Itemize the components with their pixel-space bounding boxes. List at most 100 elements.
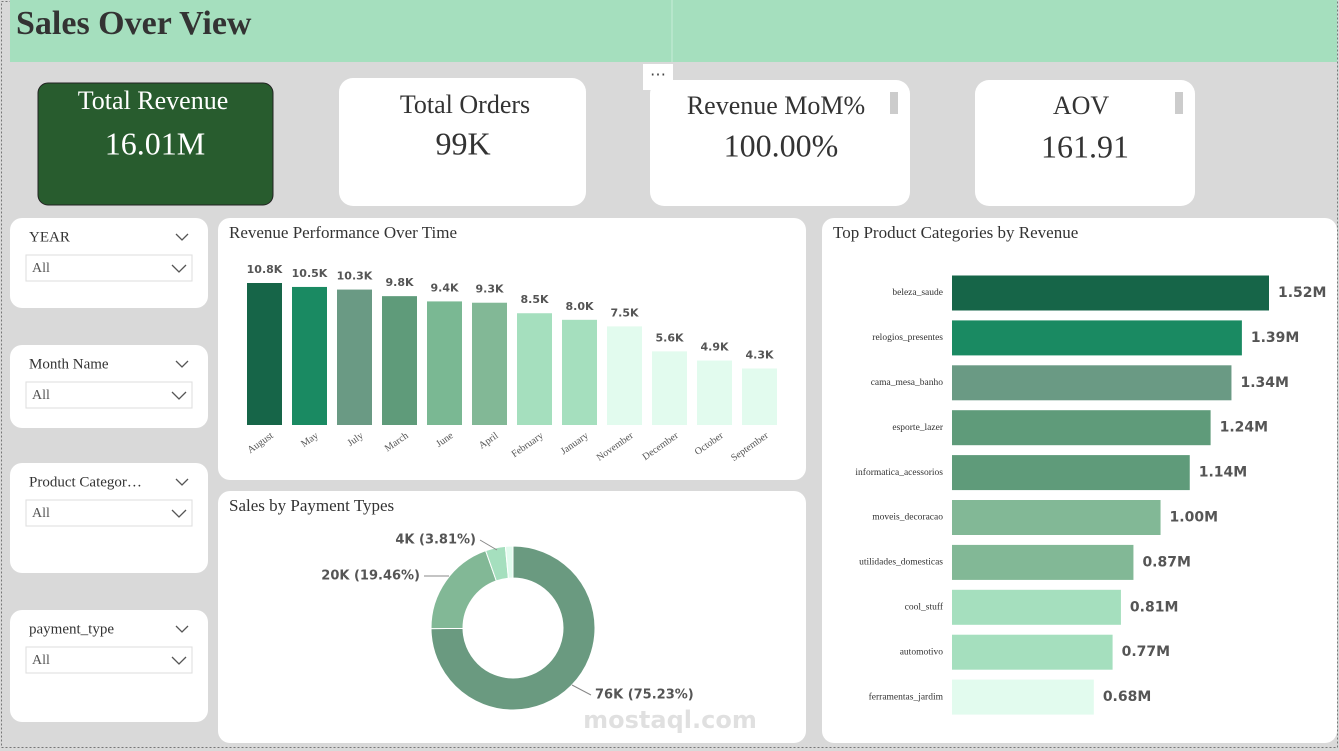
category-label: informatica_acessorios [855,467,943,478]
chevron [171,656,187,665]
value-label: 4.3K [745,348,773,361]
bar [697,360,732,425]
kpi-label: Revenue MoM% [687,91,865,120]
value-label: 10.8K [247,263,283,276]
kpi-label: Total Orders [400,90,530,119]
kpi-label: Total Revenue [78,86,229,115]
chevron [171,264,187,273]
category-label: ferramentas_jardim [869,691,944,702]
value-label: 0.77M [1122,644,1170,660]
chevron [171,391,187,400]
slicer-label: payment_type [29,621,114,637]
value-label: 10.5K [292,267,328,280]
kpi-card [37,82,274,206]
kpi-value: 99K [435,125,490,161]
value-label: 1.00M [1170,510,1218,526]
chart-title: Top Product Categories by Revenue [833,223,1078,242]
category-label: beleza_saude [892,288,943,298]
slicer-dropdown[interactable] [25,499,193,527]
page-title: Sales Over View [16,5,252,42]
value-label: 1.14M [1199,465,1247,481]
slicer-value: All [32,653,50,668]
bar [952,679,1094,715]
category-label: cool_stuff [905,601,944,612]
bar [607,326,642,425]
bar [382,296,417,425]
category-label: esporte_lazer [892,423,943,433]
donut-slice [430,545,596,711]
chevron [175,478,189,486]
category-label: relogios_presentes [872,333,943,343]
bar [292,286,327,425]
more-options-icon: ⋯ [650,67,666,84]
value-label: 1.39M [1251,330,1299,346]
slicer-dropdown[interactable] [25,646,193,674]
slicer-dropdown[interactable] [25,381,193,409]
bar [742,368,777,425]
more-options[interactable] [643,64,673,90]
bar [952,544,1134,580]
category-label: moveis_decoracao [872,513,943,523]
category-label: cama_mesa_banho [871,378,944,388]
donut-slice [504,545,514,579]
bar [952,410,1211,446]
leader-line [479,539,498,551]
chevron [175,360,189,368]
header-band [10,0,1337,62]
slicer-label: Month Name [29,356,109,372]
value-label: 8.5K [520,293,548,306]
chevron [175,625,189,633]
bar [472,302,507,425]
bar [952,455,1190,491]
scrollbar [1175,92,1183,114]
kpi-card [339,78,586,206]
value-label: 1.34M [1240,375,1288,391]
value-label: 0.81M [1130,599,1178,615]
slicer-value: All [32,261,50,276]
category-label: automotivo [900,647,944,657]
kpi-value: 161.91 [1041,128,1129,164]
slicer-value: All [32,506,50,521]
watermark: mostaql.com [583,706,757,734]
value-label: 7.5K [610,306,638,319]
bar [952,500,1161,535]
bar [517,313,552,425]
value-label: 0.87M [1142,554,1190,570]
bar [952,634,1113,670]
chart-title: Revenue Performance Over Time [229,223,457,242]
bar [952,320,1242,356]
category-label: utilidades_domesticas [859,558,943,568]
leader-line [571,684,592,696]
slicer-value: All [32,388,50,403]
value-label: 0.68M [1103,689,1151,705]
chart-title: Sales by Payment Types [229,496,394,515]
bar [427,301,462,425]
value-label: 8.0K [565,300,593,313]
value-label: 4.9K [700,341,728,354]
value-label: 76K (75.23%) [595,688,694,703]
slicer-label: YEAR [29,229,70,245]
chevron [171,509,187,518]
bar [652,351,687,425]
slicer-label: Product Categor… [29,474,142,490]
value-label: 9.4K [430,281,458,294]
bar [337,289,372,425]
value-label: 1.52M [1278,285,1326,301]
chart-panel [218,491,806,743]
bar [952,365,1232,401]
kpi-card [975,80,1195,206]
scrollbar [890,92,898,114]
bar [952,589,1121,625]
kpi-label: AOV [1053,91,1110,120]
kpi-value: 16.01M [105,125,205,161]
slicer-dropdown[interactable] [25,254,193,282]
value-label: 20K (19.46%) [321,569,420,584]
kpi-card [650,80,910,206]
value-label: 4K (3.81%) [395,533,476,548]
value-label: 9.3K [475,283,503,296]
bar [247,283,282,425]
value-label: 5.6K [655,331,683,344]
bar [562,319,597,425]
chevron [175,233,189,241]
